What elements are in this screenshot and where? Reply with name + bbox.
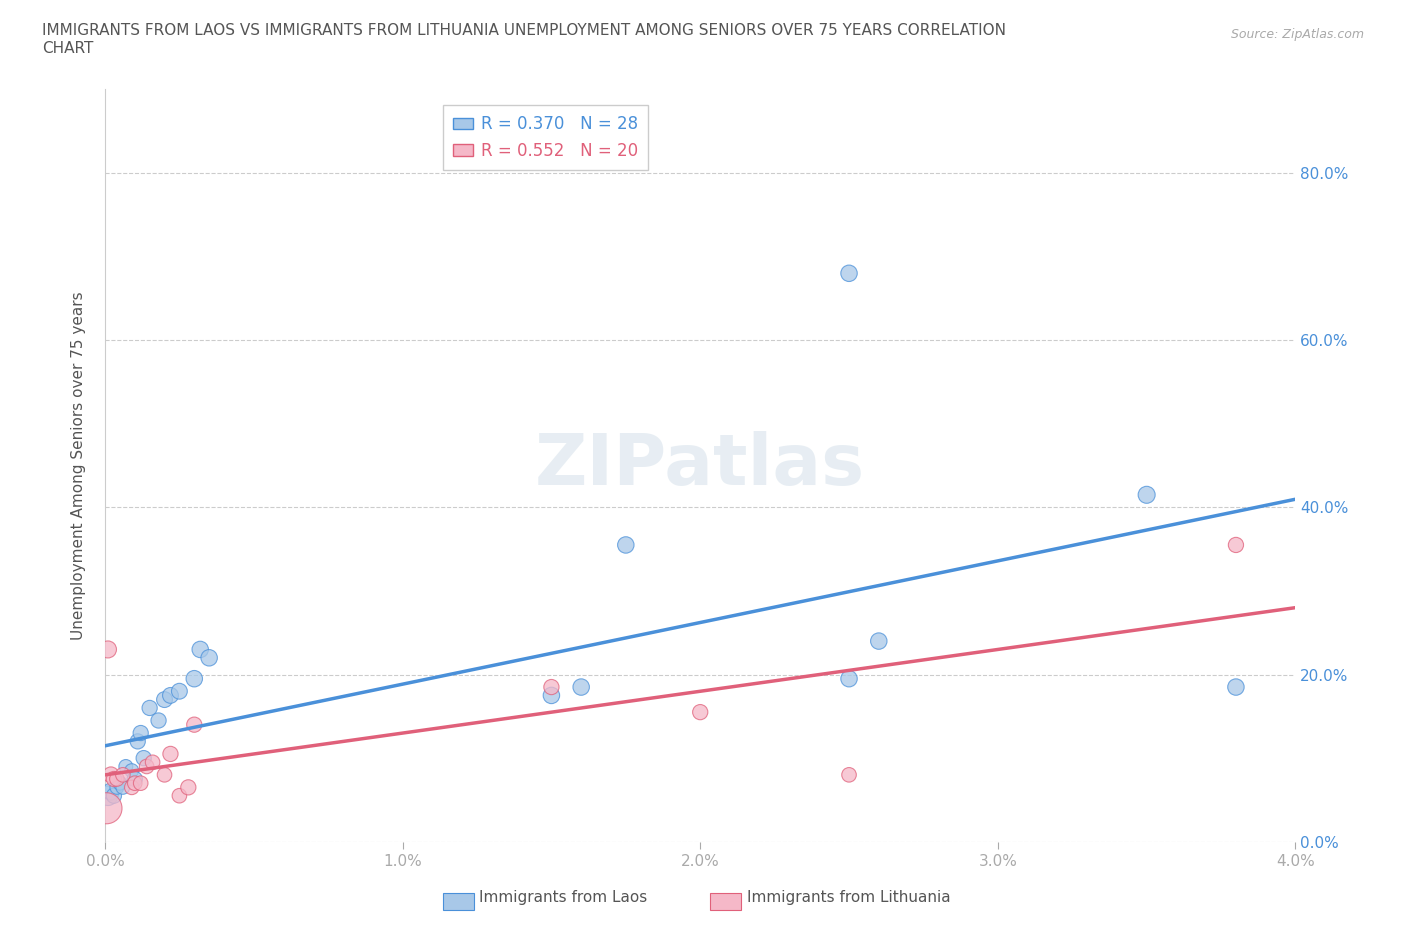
- Y-axis label: Unemployment Among Seniors over 75 years: Unemployment Among Seniors over 75 years: [72, 291, 86, 640]
- Point: [124, 776, 146, 790]
- Point: [132, 751, 155, 765]
- Point: [121, 780, 143, 795]
- Point: [135, 759, 157, 774]
- Point: [169, 684, 191, 698]
- Point: [124, 772, 146, 787]
- Point: [183, 671, 205, 686]
- Point: [169, 789, 191, 804]
- Point: [838, 671, 860, 686]
- Point: [129, 725, 152, 740]
- Point: [148, 713, 170, 728]
- Point: [100, 767, 122, 782]
- Point: [111, 767, 134, 782]
- Point: [153, 767, 176, 782]
- Legend: R = 0.370   N = 28, R = 0.552   N = 20: R = 0.370 N = 28, R = 0.552 N = 20: [443, 105, 648, 169]
- Text: Immigrants from Laos: Immigrants from Laos: [479, 890, 648, 905]
- Point: [97, 789, 120, 804]
- Point: [138, 700, 160, 715]
- Text: IMMIGRANTS FROM LAOS VS IMMIGRANTS FROM LITHUANIA UNEMPLOYMENT AMONG SENIORS OVE: IMMIGRANTS FROM LAOS VS IMMIGRANTS FROM …: [42, 23, 1007, 56]
- Point: [838, 266, 860, 281]
- Point: [127, 734, 149, 749]
- Point: [97, 642, 120, 657]
- Point: [103, 789, 125, 804]
- Point: [103, 772, 125, 787]
- Point: [105, 772, 128, 787]
- Point: [153, 692, 176, 707]
- Point: [183, 717, 205, 732]
- Point: [540, 680, 562, 695]
- Point: [838, 767, 860, 782]
- Point: [121, 764, 143, 778]
- Point: [159, 747, 181, 762]
- Text: ZIPatlas: ZIPatlas: [536, 431, 865, 500]
- Point: [96, 801, 118, 816]
- Point: [868, 633, 890, 648]
- Point: [1136, 487, 1159, 502]
- Point: [159, 688, 181, 703]
- Text: Source: ZipAtlas.com: Source: ZipAtlas.com: [1230, 28, 1364, 41]
- Point: [177, 780, 200, 795]
- Point: [105, 780, 128, 795]
- Point: [569, 680, 592, 695]
- Point: [100, 784, 122, 799]
- Point: [108, 776, 131, 790]
- Point: [114, 759, 136, 774]
- Point: [142, 755, 165, 770]
- Point: [198, 650, 221, 665]
- Point: [689, 705, 711, 720]
- Point: [540, 688, 562, 703]
- Point: [614, 538, 637, 552]
- Point: [188, 642, 211, 657]
- Point: [129, 776, 152, 790]
- Point: [1225, 680, 1247, 695]
- Point: [111, 780, 134, 795]
- Point: [1225, 538, 1247, 552]
- Text: Immigrants from Lithuania: Immigrants from Lithuania: [747, 890, 950, 905]
